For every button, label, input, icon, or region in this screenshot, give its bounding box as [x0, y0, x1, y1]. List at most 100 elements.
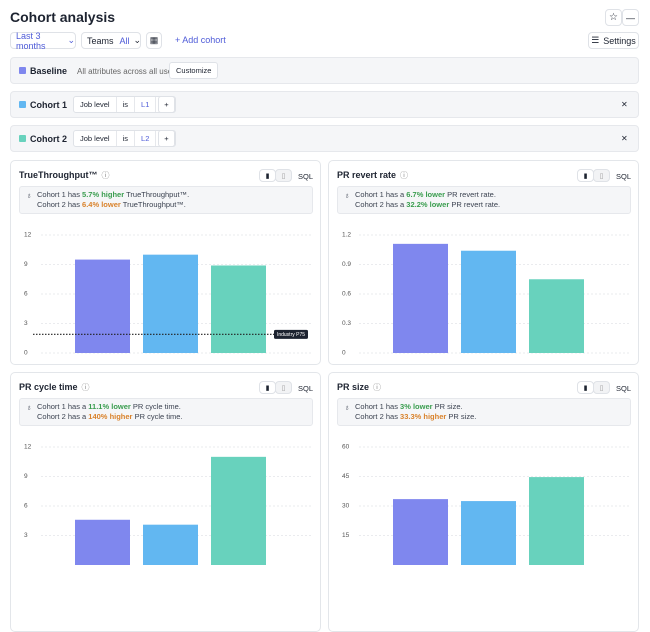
insight-box: ♁ Cohort 1 has a 6.7% lower PR revert rat… — [337, 186, 631, 214]
cohort-row: Baseline All attributes across all users… — [10, 57, 639, 84]
sql-button[interactable]: SQL — [616, 384, 632, 393]
reference-label-bg — [274, 329, 308, 339]
y-tick-label: 15 — [342, 532, 350, 539]
panel-title-text: PR size — [337, 382, 370, 392]
star-button[interactable]: ☆ — [605, 9, 622, 26]
date-range: Last 3 months — [16, 30, 46, 51]
bulb-icon: ♁ — [26, 403, 32, 412]
cohort-swatch — [19, 101, 26, 108]
remove-cohort[interactable]: ✕ — [621, 100, 628, 109]
chart: 0 3 6 9 12 Industry P75 — [24, 232, 311, 357]
customize-button[interactable]: Customize — [169, 62, 219, 79]
teams-value: All — [119, 35, 130, 46]
filter-operator: is — [117, 97, 136, 112]
y-tick-label: 1.2 — [342, 232, 351, 239]
bulb-icon: ♁ — [26, 191, 32, 200]
filter-value: L1 — [135, 97, 157, 112]
insight-highlight: 6.7% lower — [406, 190, 446, 199]
bar — [211, 265, 266, 353]
panel-title: PR cycle time ⓘ — [19, 382, 90, 393]
bar-view-toggle[interactable]: ▮ — [577, 169, 594, 182]
insight-text: Cohort 1 has a — [37, 402, 87, 411]
grid-button[interactable]: ▦ — [146, 32, 162, 49]
chart-panel: TrueThroughput™ ⓘ ▮ ▯ SQL ♁ Cohort 1 has 5.7% … — [10, 160, 321, 365]
insight-highlight: 33.3% higher — [400, 412, 447, 421]
insight-text: PR revert rate. — [451, 200, 501, 209]
insight-text: Cohort 1 has a — [355, 190, 405, 199]
insight-text: TrueThroughput™. — [126, 190, 190, 199]
chevron: ⌄ — [133, 35, 142, 45]
filter-value: L2 — [135, 131, 157, 146]
settings-label: Settings — [603, 35, 636, 46]
insight-highlight: 6.4% lower — [82, 200, 121, 209]
insight-line: Cohort 2 has 6.4% lower TrueThroughput™. — [37, 200, 312, 210]
insight-highlight: 3% lower — [400, 402, 433, 411]
bar — [393, 243, 448, 353]
insight-line: Cohort 2 has 33.3% higher PR size. — [355, 412, 630, 422]
insight-text: PR size. — [448, 412, 477, 421]
sql-button[interactable]: SQL — [298, 384, 314, 393]
panel-title: PR size ⓘ — [337, 382, 381, 393]
insight-text: Cohort 1 has — [355, 402, 398, 411]
insight-highlight: 5.7% higher — [82, 190, 125, 199]
bar — [461, 501, 516, 565]
y-tick-label: 6 — [24, 503, 28, 510]
bar — [143, 524, 198, 565]
insight-highlight: 140% higher — [88, 412, 133, 421]
panel-title-text: TrueThroughput™ — [19, 170, 98, 180]
customize-label: Customize — [176, 66, 212, 75]
settings-button[interactable]: ☰ Settings — [588, 32, 639, 49]
filter-operator: is — [117, 131, 136, 146]
bar — [143, 254, 198, 353]
insight-box: ♁ Cohort 1 has 5.7% higher TrueThroughput… — [19, 186, 313, 214]
date-range-dropdown[interactable]: Last 3 months ⌄ — [10, 30, 76, 51]
info-icon: ⓘ — [373, 383, 382, 392]
y-tick-label: 9 — [24, 473, 28, 480]
insight-text: Cohort 1 has — [37, 190, 80, 199]
add-filter-button[interactable]: + — [158, 96, 175, 113]
sql-button[interactable]: SQL — [616, 172, 632, 181]
chart-panel: PR revert rate ⓘ ▮ ▯ SQL ♁ Cohort 1 has a 6.7%… — [328, 160, 639, 365]
cohort-name: Baseline — [30, 66, 68, 76]
add-cohort-button[interactable]: + Add cohort — [175, 35, 226, 45]
insight-text: PR cycle time. — [134, 412, 183, 421]
bar-view-toggle[interactable]: ▮ — [577, 381, 594, 394]
y-tick-label: 9 — [24, 261, 28, 268]
insight-text: Cohort 2 has a — [355, 200, 405, 209]
line-view-toggle[interactable]: ▯ — [275, 381, 292, 394]
chart-panel: PR size ⓘ ▮ ▯ SQL ♁ Cohort 1 has 3% lower PR s… — [328, 372, 639, 632]
plus-icon: + — [175, 35, 183, 45]
teams-dropdown[interactable]: Teams All ⌄ — [81, 32, 141, 49]
insight-line: Cohort 1 has 3% lower PR size. — [355, 402, 630, 412]
line-view-toggle[interactable]: ▯ — [275, 169, 292, 182]
bulb-icon: ♁ — [344, 403, 350, 412]
insight-line: Cohort 1 has a 6.7% lower PR revert rate… — [355, 190, 630, 200]
sql-button[interactable]: SQL — [298, 172, 314, 181]
cohort-swatch — [19, 135, 26, 142]
insight-text: PR size. — [434, 402, 463, 411]
insight-highlight: 32.2% lower — [406, 200, 450, 209]
bar — [393, 499, 448, 565]
bar — [529, 477, 584, 565]
settings-icon: ☰ — [591, 35, 600, 45]
y-tick-label: 12 — [24, 232, 32, 239]
bar-view-toggle[interactable]: ▮ — [259, 169, 276, 182]
line-view-toggle[interactable]: ▯ — [593, 169, 610, 182]
minimize-button[interactable]: — — [622, 9, 639, 26]
insight-text: Cohort 2 has — [37, 200, 80, 209]
insight-text: Cohort 2 has a — [37, 412, 87, 421]
bar-view-toggle[interactable]: ▮ — [259, 381, 276, 394]
chart-panel: PR cycle time ⓘ ▮ ▯ SQL ♁ Cohort 1 has a 11.1%… — [10, 372, 321, 632]
add-filter-button[interactable]: + — [158, 130, 175, 147]
insight-box: ♁ Cohort 1 has 3% lower PR size. Cohort 2 … — [337, 398, 631, 426]
line-view-toggle[interactable]: ▯ — [593, 381, 610, 394]
insight-text: Cohort 2 has — [355, 412, 398, 421]
insight-text: PR cycle time. — [132, 402, 181, 411]
bar — [461, 250, 516, 353]
filter-attribute: Job level — [74, 97, 117, 112]
insight-box: ♁ Cohort 1 has a 11.1% lower PR cycle tim… — [19, 398, 313, 426]
chart: 15 30 45 60 — [342, 444, 629, 565]
remove-cohort[interactable]: ✕ — [621, 134, 628, 143]
y-tick-label: 0.3 — [342, 320, 351, 327]
